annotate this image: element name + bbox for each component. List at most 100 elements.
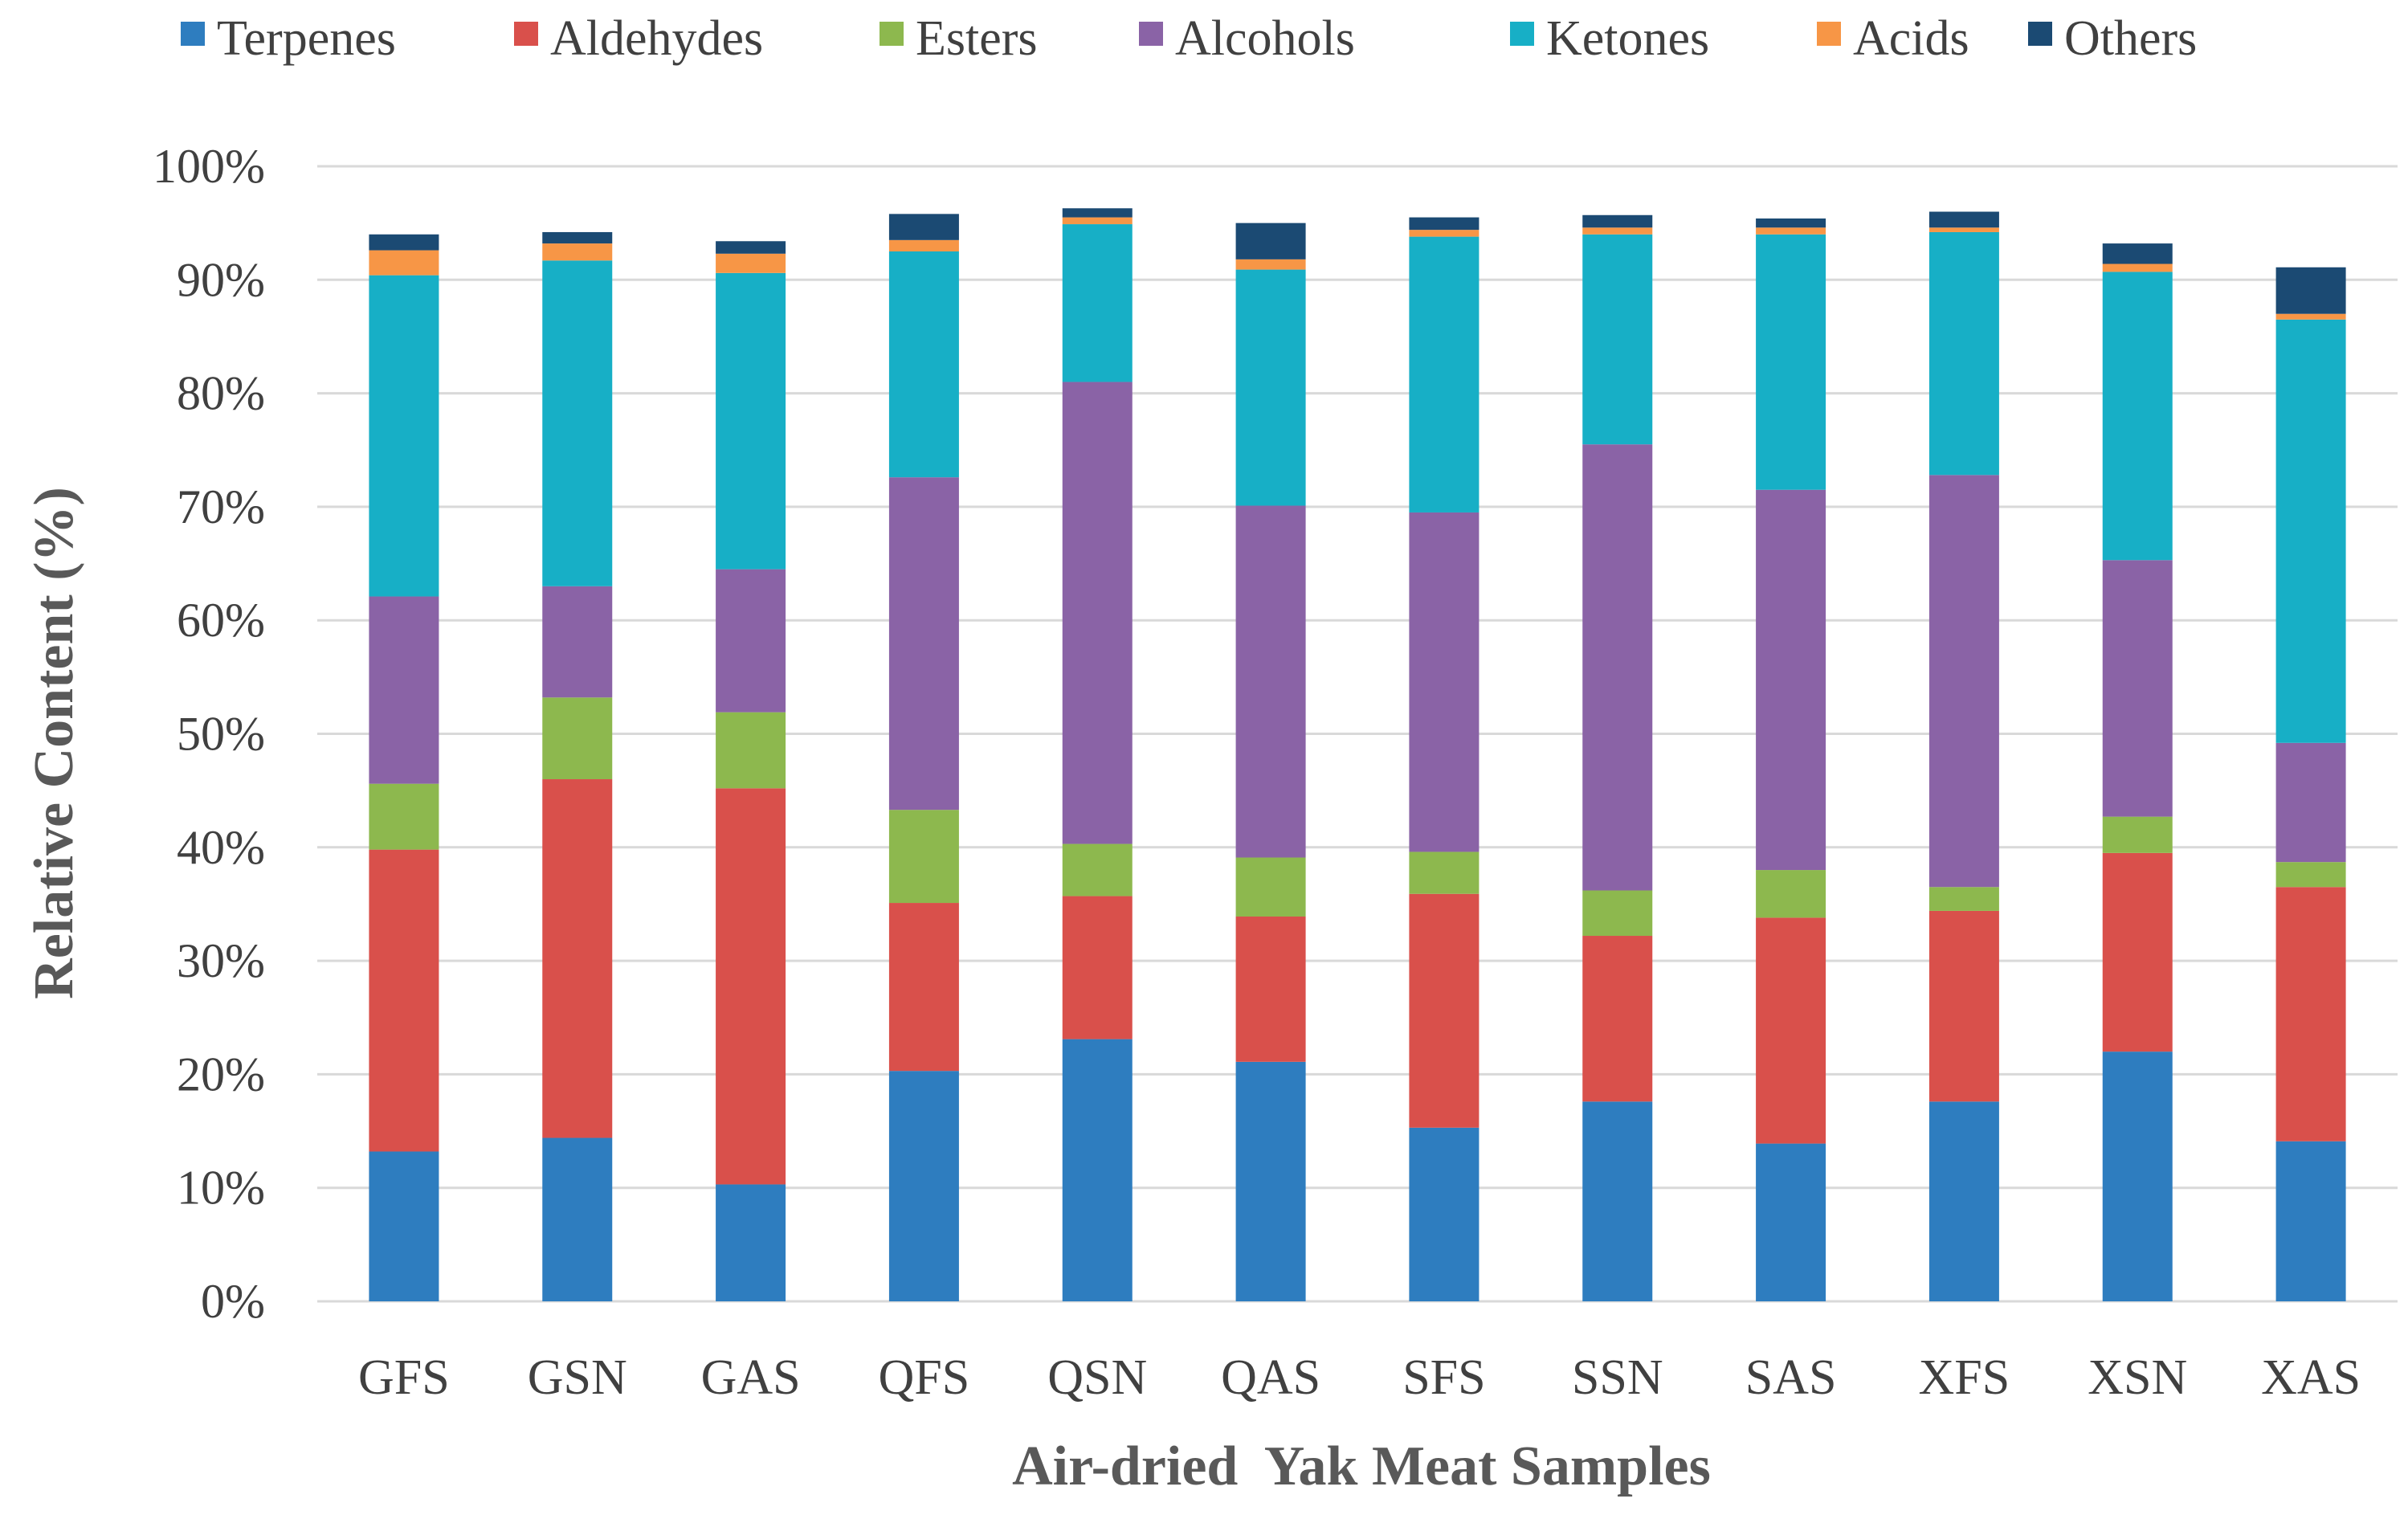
bar-segment-alcohols-sfs (1409, 512, 1479, 852)
y-axis-title: Relative Content (%) (23, 487, 85, 999)
legend-swatch-others (2028, 22, 2052, 46)
bar-segment-acids-sas (1756, 227, 1826, 235)
bar-segment-ketones-gfs (369, 275, 439, 597)
bar-segment-ketones-gas (716, 272, 786, 570)
legend-swatch-alcohols (1139, 22, 1163, 46)
x-tick-label: SAS (1745, 1350, 1837, 1405)
bar-segment-esters-xfs (1928, 887, 1999, 911)
bar-segment-ketones-xas (2275, 319, 2346, 743)
bar-segment-esters-qfs (888, 810, 959, 904)
legend-label-aldehydes: Aldehydes (550, 11, 763, 66)
bar-segment-aldehydes-sfs (1409, 893, 1479, 1128)
x-tick-label: XFS (1919, 1350, 2010, 1405)
y-tick-label: 50% (177, 708, 265, 761)
bar-segment-aldehydes-qas (1235, 916, 1306, 1062)
bar-segment-aldehydes-xsn (2102, 852, 2173, 1052)
x-tick-label: GFS (358, 1350, 450, 1405)
bar-segment-ketones-sfs (1409, 236, 1479, 512)
bar-segment-others-qsn (1062, 208, 1133, 218)
bar-segment-alcohols-xas (2275, 742, 2346, 863)
bar-segment-ketones-qas (1235, 269, 1306, 506)
y-tick-label: 30% (177, 934, 265, 987)
x-tick-label: SFS (1402, 1350, 1485, 1405)
bar-segment-aldehydes-sas (1756, 917, 1826, 1144)
legend-swatch-esters (880, 22, 904, 46)
bar-segment-esters-gfs (369, 783, 439, 850)
bar-segment-others-xas (2275, 267, 2346, 314)
bar-segment-ketones-qsn (1062, 224, 1133, 382)
x-tick-label: QAS (1221, 1350, 1320, 1405)
legend-label-alcohols: Alcohols (1175, 11, 1355, 66)
bar-segment-aldehydes-gas (716, 788, 786, 1185)
bar-segment-terpenes-qas (1235, 1061, 1306, 1301)
legend-label-esters: Esters (916, 11, 1038, 66)
x-tick-label: XAS (2261, 1350, 2361, 1405)
bar-segment-terpenes-sas (1756, 1143, 1826, 1301)
bar-segment-alcohols-gsn (542, 586, 613, 698)
bar-segment-acids-ssn (1582, 227, 1653, 235)
x-axis-ticks: GFS GSN GAS QFS QSN QAS SFS SSN SAS XFS XSN XAS (358, 1350, 2361, 1405)
bar-segment-esters-gas (716, 712, 786, 789)
x-axis-title: Air-dried Yak Meat Samples (1012, 1435, 1711, 1497)
x-tick-label: QFS (879, 1350, 970, 1405)
bar-segment-esters-gsn (542, 697, 613, 780)
bar-segment-others-qas (1235, 223, 1306, 259)
bar-segment-esters-sas (1756, 870, 1826, 918)
bars (369, 208, 2346, 1301)
bar-segment-aldehydes-qfs (888, 903, 959, 1072)
gridlines (317, 165, 2398, 1303)
bar-segment-aldehydes-xas (2275, 887, 2346, 1141)
bar-segment-terpenes-xsn (2102, 1052, 2173, 1301)
bar-segment-ketones-ssn (1582, 234, 1653, 445)
y-tick-label: 90% (177, 253, 265, 306)
bar-segment-terpenes-xas (2275, 1141, 2346, 1301)
x-tick-label: GSN (528, 1350, 627, 1405)
bar-segment-alcohols-qas (1235, 505, 1306, 858)
y-tick-label: 0% (201, 1275, 265, 1328)
bar-segment-terpenes-sfs (1409, 1127, 1479, 1301)
bar-segment-esters-qas (1235, 857, 1306, 917)
bar-segment-acids-xfs (1928, 227, 1999, 232)
y-tick-label: 80% (177, 367, 265, 420)
bar-segment-esters-qsn (1062, 843, 1133, 896)
bar-segment-alcohols-gas (716, 569, 786, 713)
legend-label-others: Others (2064, 11, 2197, 66)
bar-segment-terpenes-gsn (542, 1137, 613, 1301)
x-tick-label: QSN (1047, 1350, 1147, 1405)
bar-segment-acids-xsn (2102, 263, 2173, 272)
bar-segment-terpenes-gfs (369, 1151, 439, 1301)
y-tick-label: 40% (177, 821, 265, 874)
y-tick-label: 20% (177, 1047, 265, 1101)
y-tick-label: 70% (177, 480, 265, 533)
y-tick-label: 60% (177, 594, 265, 647)
legend-label-ketones: Ketones (1546, 11, 1709, 66)
bar-segment-acids-qfs (888, 239, 959, 251)
y-axis-ticks: 0% 10% 20% 30% 40% 50% 60% 70% 80% 90% 100% (153, 140, 265, 1328)
bar-segment-alcohols-xfs (1928, 475, 1999, 888)
y-tick-label: 10% (177, 1162, 265, 1215)
bar-segment-others-gas (716, 241, 786, 254)
bar-segment-ketones-xfs (1928, 231, 1999, 476)
bar-segment-others-sas (1756, 218, 1826, 228)
bar-segment-terpenes-ssn (1582, 1101, 1653, 1301)
bar-segment-terpenes-qsn (1062, 1039, 1133, 1301)
bar-segment-others-xsn (2102, 243, 2173, 264)
bar-segment-acids-qas (1235, 259, 1306, 270)
legend-swatch-ketones (1510, 22, 1534, 46)
y-tick-label: 100% (153, 140, 265, 193)
bar-segment-alcohols-qfs (888, 477, 959, 811)
bar-segment-others-sfs (1409, 217, 1479, 231)
bar-segment-esters-ssn (1582, 890, 1653, 937)
bar-segment-acids-qsn (1062, 217, 1133, 225)
bar-segment-alcohols-xsn (2102, 560, 2173, 817)
bar-segment-aldehydes-ssn (1582, 936, 1653, 1102)
bar-segment-others-gfs (369, 234, 439, 251)
x-tick-label: XSN (2088, 1350, 2187, 1405)
bar-segment-esters-xas (2275, 862, 2346, 888)
bar-segment-acids-gsn (542, 243, 613, 261)
bar-segment-esters-sfs (1409, 851, 1479, 894)
bar-segment-ketones-xsn (2102, 272, 2173, 561)
bar-segment-alcohols-ssn (1582, 444, 1653, 891)
legend-swatch-aldehydes (514, 22, 538, 46)
